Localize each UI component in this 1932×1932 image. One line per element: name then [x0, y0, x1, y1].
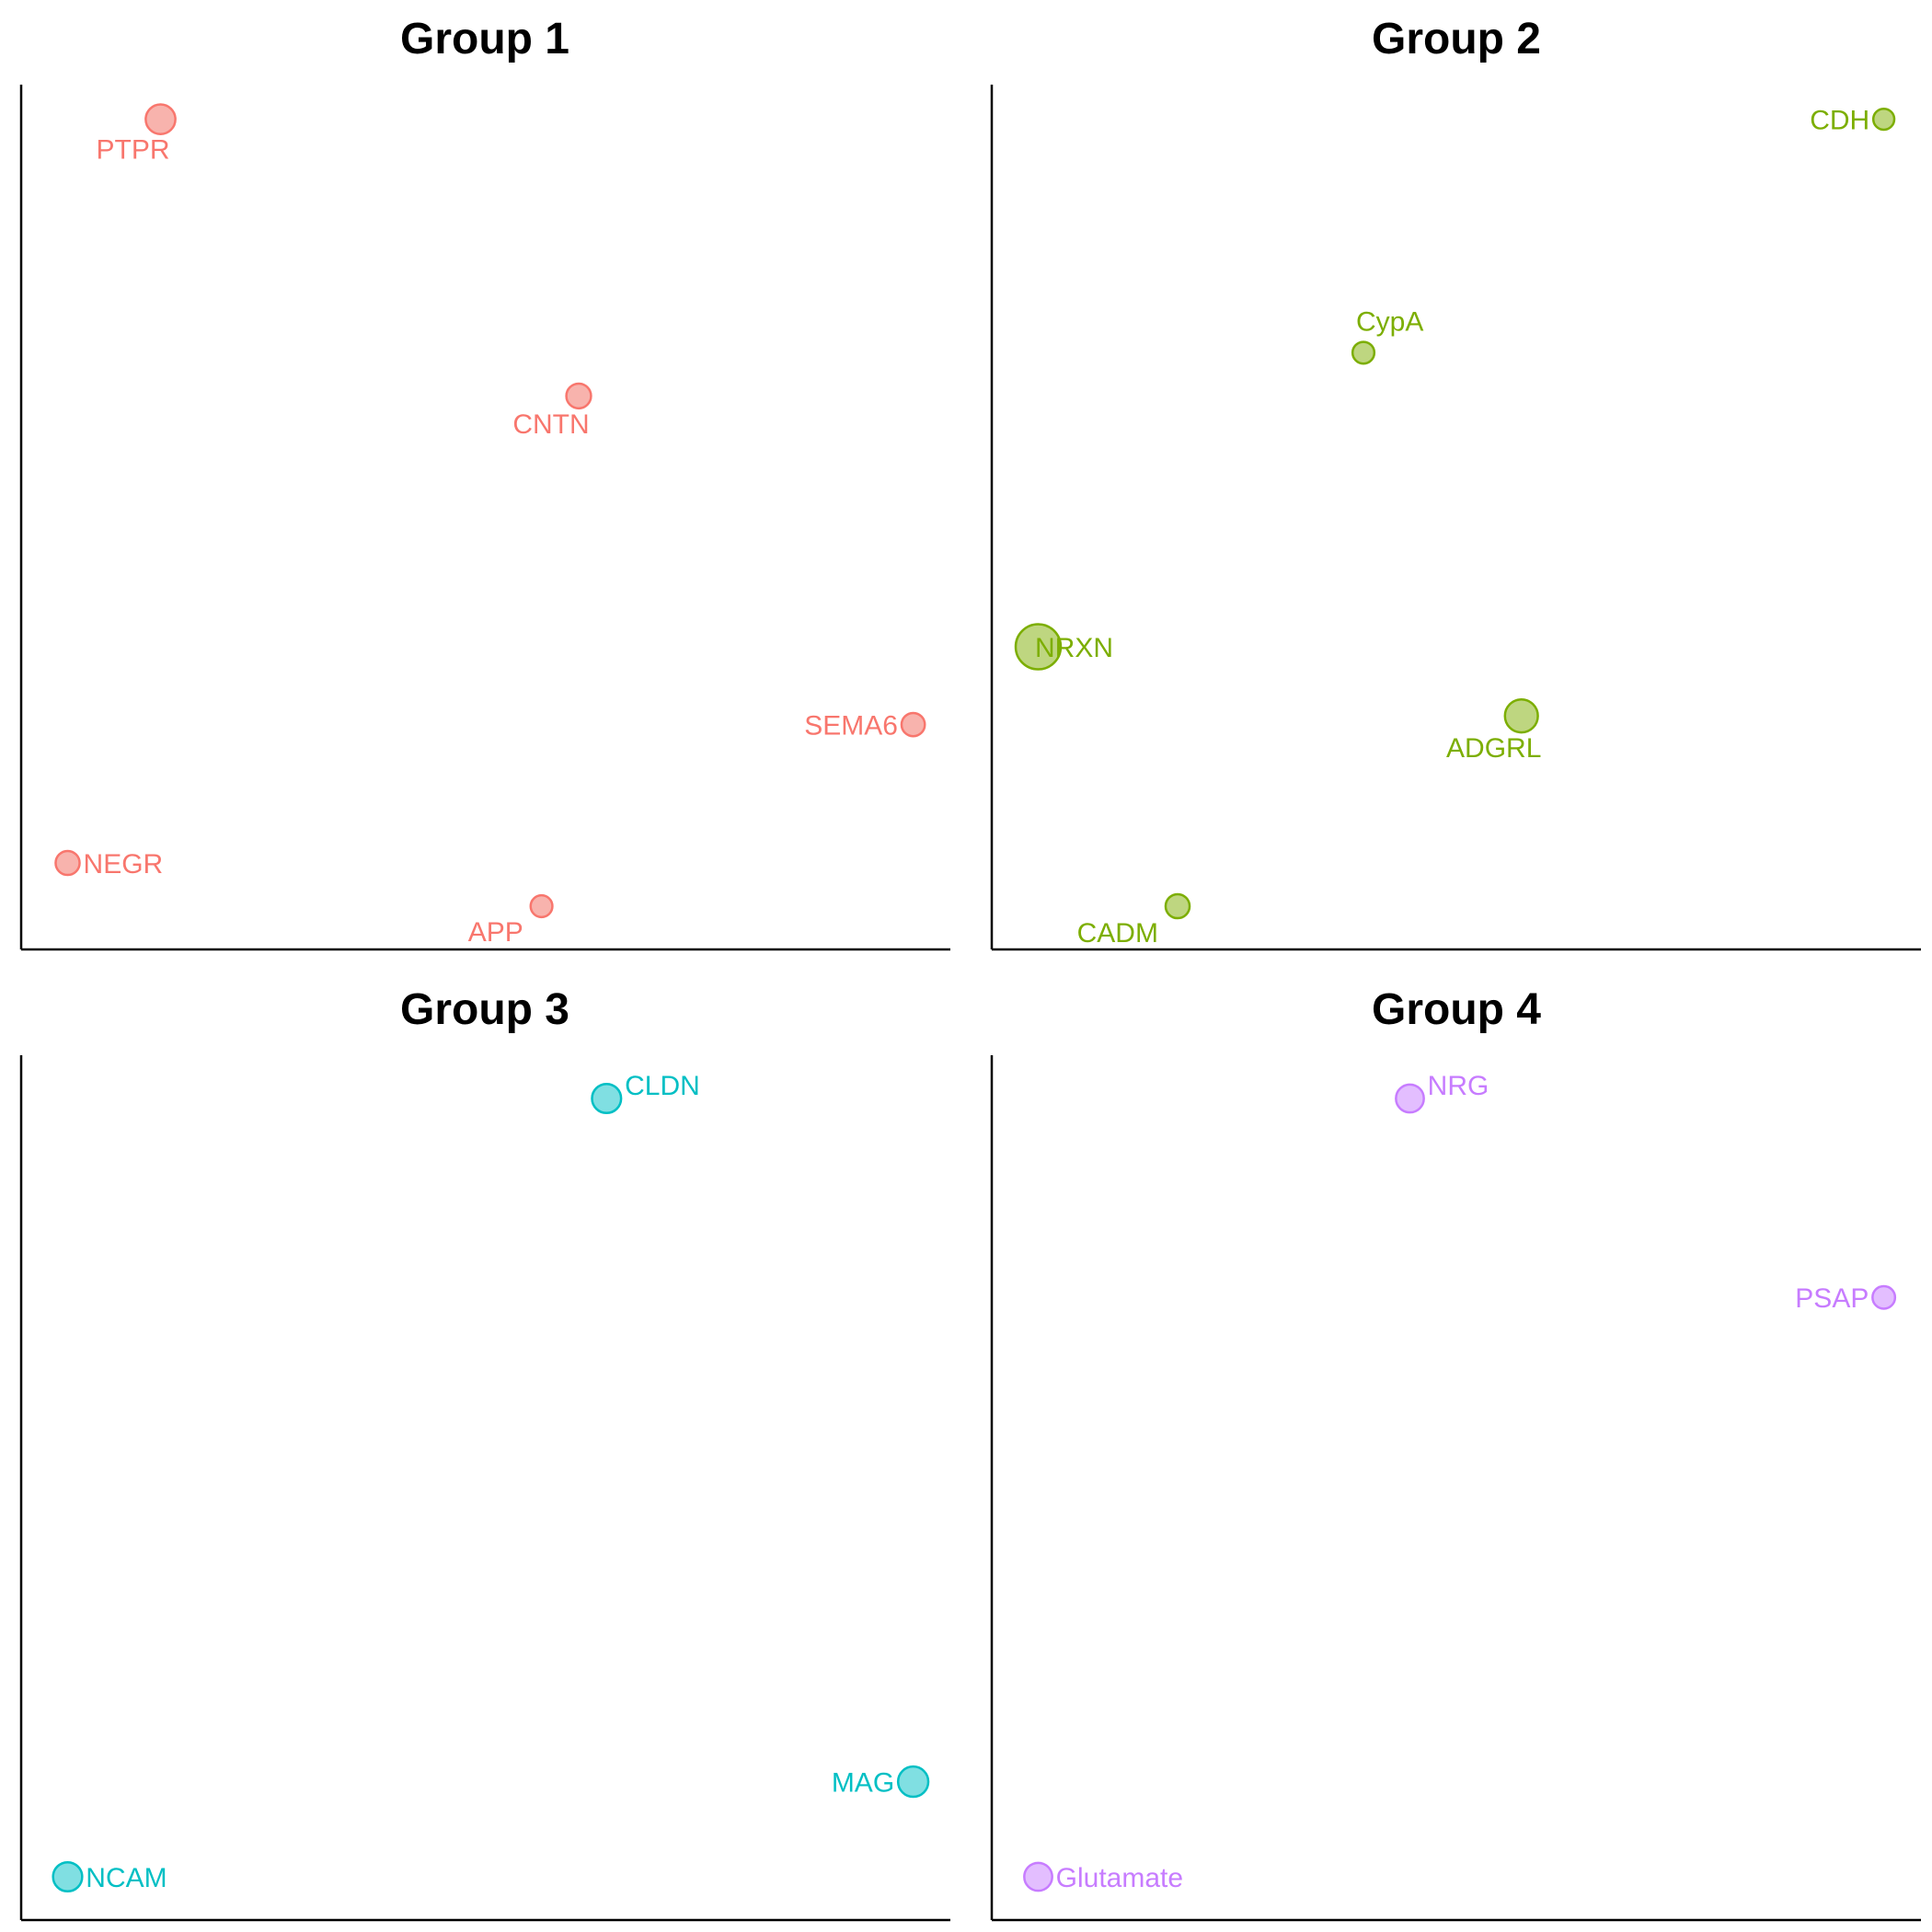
panel-group-2: Group 2 CDH CypA NRXN ADGRL CADM: [990, 15, 1921, 951]
scatter-point: [54, 849, 81, 877]
scatter-point: [1351, 340, 1376, 365]
point-label: CADM: [1077, 918, 1158, 949]
scatter-point: [144, 103, 177, 135]
point-label: NRXN: [1035, 633, 1113, 663]
scatter-point: [1395, 1083, 1425, 1114]
scatter-point: [1164, 892, 1191, 920]
point-label: NEGR: [84, 849, 164, 880]
panel-title: Group 4: [1372, 985, 1541, 1034]
point-label: ADGRL: [1446, 733, 1541, 764]
point-label: CDH: [1810, 106, 1869, 136]
panel-group-3: Group 3 CLDN MAG NCAM: [19, 985, 950, 1922]
scatter-point: [565, 382, 592, 410]
scatter-point: [591, 1082, 623, 1115]
panel-group-4: Group 4 NRG PSAP Glutamate: [990, 985, 1921, 1922]
scatter-point: [1023, 1861, 1053, 1892]
point-label: MAG: [832, 1768, 894, 1799]
point-label: PSAP: [1795, 1283, 1869, 1314]
scatter-point: [896, 1765, 930, 1799]
scatter-point: [1871, 1284, 1897, 1310]
point-label: CNTN: [512, 409, 589, 440]
panel-title: Group 3: [400, 985, 569, 1034]
point-label: CLDN: [625, 1071, 700, 1101]
scatter-point: [900, 711, 926, 738]
point-label: NRG: [1428, 1071, 1489, 1101]
scatter-point: [1503, 698, 1539, 734]
panel-title: Group 1: [400, 15, 569, 63]
point-label: CypA: [1356, 307, 1423, 338]
point-label: PTPR: [96, 135, 169, 166]
point-label: APP: [468, 917, 523, 948]
scatter-point: [529, 893, 554, 919]
scatter-point: [1871, 107, 1896, 132]
point-label: Glutamate: [1056, 1863, 1183, 1893]
point-label: NCAM: [86, 1863, 167, 1893]
scatter-point: [52, 1860, 84, 1893]
panel-group-1: Group 1 PTPR CNTN SEMA6 NEGR APP: [19, 15, 950, 951]
scatter-point: [1014, 623, 1063, 671]
panel-title: Group 2: [1372, 15, 1541, 63]
point-label: SEMA6: [804, 711, 898, 742]
